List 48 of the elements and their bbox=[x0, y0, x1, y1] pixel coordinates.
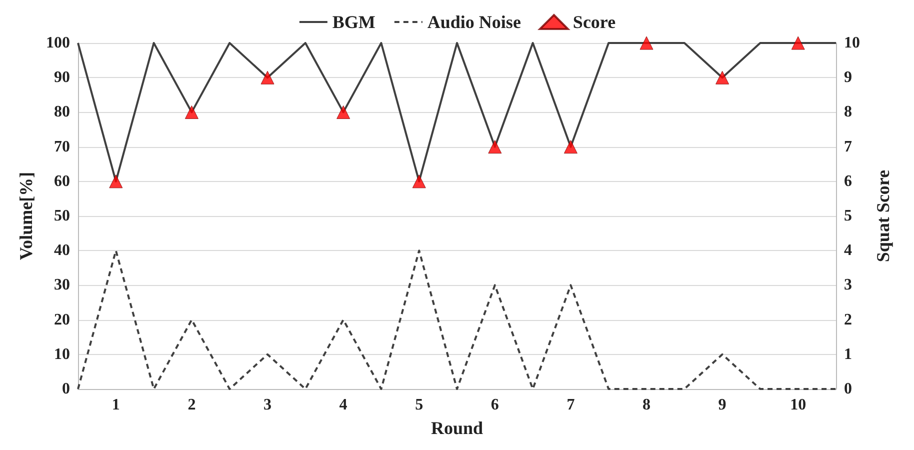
legend-label: BGM bbox=[332, 12, 376, 32]
y2-tick-label: 9 bbox=[844, 69, 852, 86]
y-axis-title: Volume[%] bbox=[16, 172, 36, 260]
point bbox=[412, 174, 426, 188]
y-tick-label: 10 bbox=[54, 346, 70, 363]
y2-tick-label: 7 bbox=[844, 138, 852, 156]
x-tick-label: 7 bbox=[566, 396, 575, 414]
x-axis-title: Round bbox=[430, 418, 484, 438]
x-tick-label: 2 bbox=[188, 396, 196, 414]
y-tick-label: 30 bbox=[54, 276, 70, 294]
legend-label: Score bbox=[572, 12, 616, 32]
y2-tick-label: 10 bbox=[844, 34, 860, 52]
y-tick-label: 100 bbox=[46, 34, 70, 52]
y2-tick-label: 6 bbox=[844, 172, 852, 190]
x-tick-label: 3 bbox=[264, 396, 272, 414]
point bbox=[336, 105, 350, 119]
x-tick-label: 1 bbox=[112, 396, 120, 414]
point bbox=[488, 140, 502, 154]
x-tick-label: 5 bbox=[415, 396, 424, 414]
y2-tick-label: 0 bbox=[844, 380, 852, 398]
x-tick-label: 8 bbox=[642, 396, 650, 414]
y2-axis-title: Squat Score bbox=[873, 170, 893, 262]
point bbox=[109, 174, 123, 188]
y-tick-label: 50 bbox=[54, 208, 70, 224]
point bbox=[260, 70, 274, 84]
y-tick-label: 60 bbox=[54, 172, 70, 190]
y2-tick-label: 2 bbox=[844, 311, 852, 328]
point bbox=[716, 70, 730, 84]
y-tick-label: 40 bbox=[54, 242, 70, 260]
y-tick-label: 90 bbox=[54, 69, 70, 86]
y-tick-label: 20 bbox=[54, 311, 70, 328]
y-tick-label: 70 bbox=[54, 138, 70, 156]
y2-tick-label: 4 bbox=[844, 242, 852, 260]
legend-label: Audio Noise bbox=[427, 12, 521, 32]
x-tick-label: 10 bbox=[790, 396, 806, 414]
point bbox=[184, 105, 198, 119]
x-tick-label: 4 bbox=[339, 396, 348, 414]
point bbox=[564, 140, 578, 154]
y2-tick-label: 3 bbox=[844, 276, 852, 294]
point bbox=[640, 36, 654, 50]
y2-tick-label: 1 bbox=[844, 346, 852, 363]
y2-tick-label: 5 bbox=[844, 208, 852, 224]
y-tick-label: 0 bbox=[62, 380, 70, 398]
y-tick-label: 80 bbox=[54, 104, 70, 121]
y2-tick-label: 8 bbox=[844, 104, 852, 121]
x-tick-label: 9 bbox=[718, 396, 726, 414]
x-tick-label: 6 bbox=[490, 396, 499, 414]
point bbox=[791, 36, 805, 50]
